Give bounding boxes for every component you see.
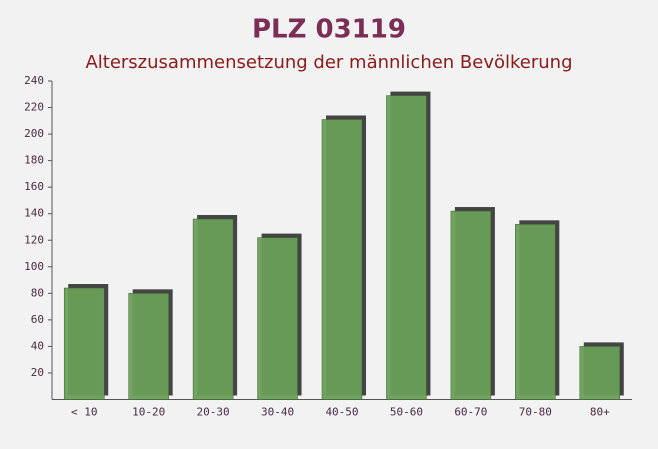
y-tick-label: 120 <box>24 233 44 246</box>
x-tick-label: 80+ <box>590 406 610 419</box>
bar <box>128 293 169 400</box>
y-tick-label: 100 <box>24 260 44 273</box>
x-tick-label: < 10 <box>71 406 98 419</box>
y-tick-label: 40 <box>31 339 44 352</box>
chart-title: PLZ 03119 <box>252 15 406 45</box>
x-tick-label: 30-40 <box>261 406 294 419</box>
x-tick-label: 60-70 <box>454 406 487 419</box>
bar <box>579 346 621 400</box>
bar <box>257 237 298 400</box>
bar <box>63 287 105 400</box>
x-tick-label: 50-60 <box>390 406 423 419</box>
x-tick-label: 70-80 <box>519 406 552 419</box>
y-tick-label: 240 <box>24 74 44 87</box>
y-tick-label: 60 <box>31 313 44 326</box>
bar <box>450 210 492 400</box>
bar <box>192 218 234 400</box>
bar <box>321 119 363 400</box>
y-tick-label: 140 <box>24 207 44 220</box>
x-tick-label: 20-30 <box>197 406 230 419</box>
y-tick-label: 20 <box>31 366 44 379</box>
y-tick-label: 220 <box>24 101 44 114</box>
chart-subtitle: Alterszusammensetzung der männlichen Bev… <box>85 52 572 73</box>
y-tick-label: 200 <box>24 127 44 140</box>
x-tick-label: 40-50 <box>325 406 358 419</box>
bar <box>515 224 556 400</box>
x-tick-label: 10-20 <box>132 406 165 419</box>
y-tick-label: 160 <box>24 180 44 193</box>
bar <box>386 95 427 400</box>
y-tick-label: 180 <box>24 154 44 167</box>
y-tick-label: 80 <box>31 286 44 299</box>
